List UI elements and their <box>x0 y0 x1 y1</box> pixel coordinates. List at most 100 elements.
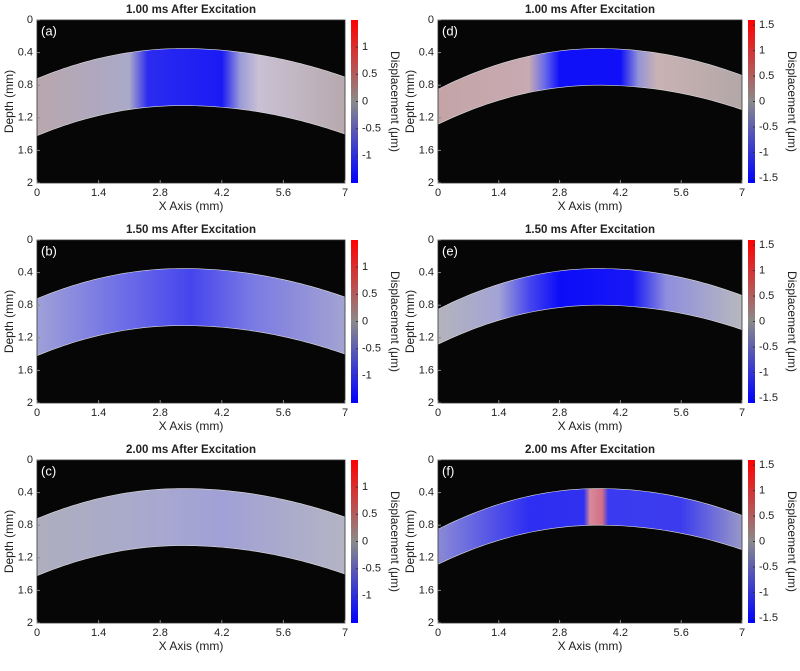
y-tick-label: 1.6 <box>419 144 434 156</box>
colorbar <box>351 460 358 623</box>
x-tick-label: 5.6 <box>674 187 689 199</box>
colorbar-tick-label: -1 <box>759 366 769 378</box>
y-tick-label: 1.2 <box>419 332 434 344</box>
x-tick-label: 4.2 <box>613 187 628 199</box>
colorbar-tick-label: -0.5 <box>759 121 778 133</box>
colorbar-tick-label: -0.5 <box>362 343 381 355</box>
y-tick-label: 0.8 <box>18 299 33 311</box>
chart-title: 1.50 ms After Excitation <box>525 224 655 236</box>
colorbar <box>748 20 755 183</box>
chart-title: 1.00 ms After Excitation <box>126 4 256 16</box>
panel-label: (a) <box>41 23 57 38</box>
x-tick-label: 7 <box>739 407 745 419</box>
x-tick-label: 2.8 <box>153 187 168 199</box>
panel-label: (f) <box>442 463 454 478</box>
colorbar-label: Displacement (μm) <box>388 491 402 592</box>
colorbar-tick-label: 0.5 <box>759 510 774 522</box>
x-tick-label: 1.4 <box>91 627 106 639</box>
x-axis-label: X Axis (mm) <box>159 419 224 433</box>
x-tick-label: 4.2 <box>613 407 628 419</box>
colorbar-tick-label: 0.5 <box>362 68 377 80</box>
colorbar-tick-label: 1 <box>362 481 368 493</box>
y-tick-label: 1.2 <box>419 552 434 564</box>
colorbar-label: Displacement (μm) <box>388 271 402 372</box>
colorbar-tick-label: 0 <box>759 95 765 107</box>
x-tick-label: 4.2 <box>214 187 229 199</box>
chart-title: 1.50 ms After Excitation <box>126 224 256 236</box>
y-tick-label: 0 <box>428 454 434 466</box>
y-tick-label: 1.6 <box>18 144 33 156</box>
y-tick-label: 0.4 <box>18 487 33 499</box>
x-tick-label: 1.4 <box>491 187 506 199</box>
y-tick-label: 2 <box>428 177 434 189</box>
colorbar <box>748 460 755 623</box>
colorbar-tick-label: 0.5 <box>362 508 377 520</box>
chart-title: 2.00 ms After Excitation <box>525 444 655 456</box>
y-tick-label: 0 <box>27 234 33 246</box>
colorbar-tick-label: -1.5 <box>759 172 778 184</box>
y-tick-label: 1.2 <box>18 112 33 124</box>
y-tick-label: 0.4 <box>419 487 434 499</box>
colorbar-tick-label: 0 <box>759 315 765 327</box>
colorbar-tick-label: 1 <box>759 484 765 496</box>
colorbar-tick-label: -0.5 <box>362 123 381 135</box>
x-tick-label: 7 <box>739 627 745 639</box>
colorbar-tick-label: 1.5 <box>759 239 774 251</box>
x-tick-label: 1.4 <box>491 627 506 639</box>
panel: (e) 1.50 ms After Excitation 0 1.4 2.8 4.2 5.6… <box>403 224 799 433</box>
plot-frame <box>437 459 743 624</box>
colorbar <box>351 20 358 183</box>
panel: (b) 1.50 ms After Excitation 0 1.4 2.8 4.2 5.6… <box>2 224 402 433</box>
y-tick-label: 2 <box>428 617 434 629</box>
y-tick-label: 0.8 <box>419 519 434 531</box>
colorbar-label: Displacement (μm) <box>785 51 799 152</box>
y-tick-label: 1.6 <box>18 584 33 596</box>
x-tick-label: 7 <box>342 187 348 199</box>
plot-frame <box>437 239 743 404</box>
x-tick-label: 7 <box>342 407 348 419</box>
x-tick-label: 5.6 <box>674 407 689 419</box>
colorbar-tick-label: 0 <box>362 315 368 327</box>
y-tick-label: 0.4 <box>18 267 33 279</box>
x-tick-label: 0 <box>435 627 441 639</box>
y-tick-label: 0 <box>428 14 434 26</box>
panel-label: (b) <box>41 243 57 258</box>
y-tick-label: 2 <box>428 397 434 409</box>
x-tick-label: 1.4 <box>91 187 106 199</box>
colorbar-label: Displacement (μm) <box>388 51 402 152</box>
panel-label: (c) <box>41 463 56 478</box>
x-axis-label: X Axis (mm) <box>159 199 224 213</box>
y-tick-label: 0.4 <box>419 47 434 59</box>
y-tick-label: 0.8 <box>18 519 33 531</box>
x-tick-label: 2.8 <box>552 407 567 419</box>
y-tick-label: 0.8 <box>419 299 434 311</box>
panel-label: (d) <box>442 23 458 38</box>
x-axis-label: X Axis (mm) <box>558 639 623 653</box>
colorbar-tick-label: 0 <box>362 95 368 107</box>
colorbar-tick-label: 0.5 <box>759 290 774 302</box>
colorbar-tick-label: 0.5 <box>362 288 377 300</box>
plot-frame <box>36 19 346 184</box>
colorbar-tick-label: -1.5 <box>759 612 778 624</box>
x-tick-label: 0 <box>34 627 40 639</box>
x-axis-label: X Axis (mm) <box>558 199 623 213</box>
x-tick-label: 0 <box>34 187 40 199</box>
x-tick-label: 1.4 <box>91 407 106 419</box>
colorbar-tick-label: 1 <box>362 41 368 53</box>
colorbar-tick-label: -0.5 <box>759 561 778 573</box>
colorbar-tick-label: -1 <box>362 370 372 382</box>
y-axis-label: Depth (mm) <box>403 510 417 573</box>
colorbar-tick-label: -1.5 <box>759 392 778 404</box>
colorbar-tick-label: 1 <box>759 264 765 276</box>
x-tick-label: 0 <box>435 407 441 419</box>
x-tick-label: 5.6 <box>276 407 291 419</box>
plot-frame <box>36 239 346 404</box>
plot-frame <box>36 459 346 624</box>
panel: (c) 2.00 ms After Excitation 0 1.4 2.8 4.2 5.6… <box>2 444 402 653</box>
colorbar-tick-label: 0 <box>362 535 368 547</box>
y-axis-label: Depth (mm) <box>2 290 16 353</box>
x-tick-label: 2.8 <box>153 407 168 419</box>
x-tick-label: 0 <box>34 407 40 419</box>
x-tick-label: 4.2 <box>214 407 229 419</box>
